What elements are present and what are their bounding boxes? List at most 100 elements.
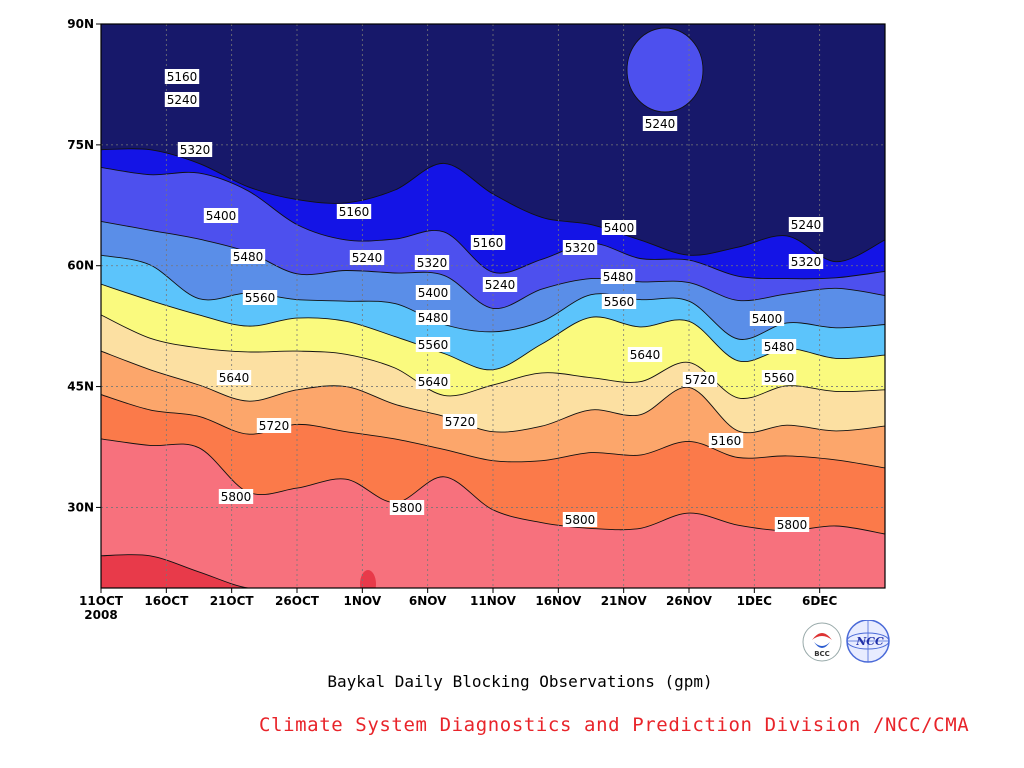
contour-label: 5240: [791, 218, 822, 232]
contour-label-bg: [415, 285, 451, 300]
contour-label: 5640: [418, 375, 449, 389]
contour-label-bg: [389, 500, 425, 515]
credit-line: Climate System Diagnostics and Predictio…: [259, 714, 970, 736]
contour-label: 5320: [791, 255, 822, 269]
contour-label: 5160: [473, 236, 504, 250]
contour-label-bg: [562, 512, 598, 527]
contour-label: 5800: [221, 490, 252, 504]
contour-label: 5240: [645, 117, 676, 131]
y-tick-label: 30N: [67, 500, 94, 514]
band-above-5880-pocket: [360, 570, 376, 588]
contour-label: 5800: [777, 518, 808, 532]
contour-label: 5160: [339, 205, 370, 219]
y-tick-label: 60N: [67, 259, 94, 273]
contour-label-bg: [562, 240, 598, 255]
contour-label-bg: [442, 414, 478, 429]
x-tick-label: 16NOV: [535, 594, 582, 608]
contour-label: 5160: [167, 70, 198, 84]
x-tick-label: 26OCT: [275, 594, 320, 608]
x-tick-label: 21OCT: [210, 594, 255, 608]
contour-label-bg: [600, 269, 636, 284]
contour-label-bg: [218, 489, 254, 504]
ncc-logo-text: NCC: [855, 635, 884, 648]
contour-label-bg: [761, 370, 797, 385]
y-tick-label: 45N: [67, 380, 94, 394]
x-tick-label: 16OCT: [144, 594, 189, 608]
contour-label-bg: [242, 290, 278, 305]
contour-label: 5560: [604, 295, 635, 309]
contour-label: 5800: [392, 501, 423, 515]
contour-label-bg: [749, 311, 785, 326]
contour-label-bg: [482, 277, 518, 292]
x-tick-label: 21NOV: [601, 594, 648, 608]
x-tick-label: 11OCT: [79, 594, 124, 608]
contour-label-bg: [164, 92, 200, 107]
x-tick-label: 1DEC: [737, 594, 773, 608]
contour-label-bg: [415, 374, 451, 389]
contour-label: 5320: [417, 256, 448, 270]
contour-label: 5720: [259, 419, 290, 433]
contour-label-bg: [414, 255, 450, 270]
contour-label: 5400: [604, 221, 635, 235]
contour-label-bg: [216, 370, 252, 385]
contour-label-bg: [415, 310, 451, 325]
contour-label: 5240: [485, 278, 516, 292]
contour-label-bg: [682, 372, 718, 387]
contour-line-5240-closed: [626, 27, 704, 113]
contour-label: 5400: [418, 286, 449, 300]
contour-label-bg: [203, 208, 239, 223]
y-tick-label: 75N: [67, 138, 94, 152]
x-tick-label: 6NOV: [409, 594, 447, 608]
contour-label: 5560: [764, 371, 795, 385]
x-tick-label: 1NOV: [344, 594, 382, 608]
contour-label: 5480: [418, 311, 449, 325]
band-above_5880: [101, 554, 885, 588]
contour-label: 5240: [167, 93, 198, 107]
contour-label-bg: [774, 517, 810, 532]
y-tick-label: 90N: [67, 17, 94, 31]
contour-label: 5560: [245, 291, 276, 305]
contour-label: 5480: [603, 270, 634, 284]
contour-label-bg: [230, 249, 266, 264]
contour-label-bg: [177, 142, 213, 157]
contour-label-bg: [256, 418, 292, 433]
x-tick-label: 11NOV: [470, 594, 517, 608]
contour-line-5240: [101, 166, 885, 280]
contour-label-bg: [761, 339, 797, 354]
contour-label: 5320: [180, 143, 211, 157]
contour-label: 5800: [565, 513, 596, 527]
contour-label: 5720: [445, 415, 476, 429]
bcc-logo: BCC: [802, 622, 842, 662]
contour-label-bg: [627, 347, 663, 362]
band-5240-5320-pocket: [627, 28, 703, 112]
contour-label-bg: [642, 116, 678, 131]
contour-label: 5320: [565, 241, 596, 255]
axis-ticks: 11OCT 16OCT 21OCT 26OCT 1NOV 6NOV 11NOV 16NOV 21…: [67, 17, 837, 622]
contour-label-bg: [349, 250, 385, 265]
contour-label-bg: [601, 220, 637, 235]
contour-line-5640: [101, 350, 885, 434]
contour-label: 5560: [418, 338, 449, 352]
logos: BCC NCC: [802, 620, 890, 663]
contour-label: 5400: [206, 209, 237, 223]
x-tick-label: 6DEC: [802, 594, 838, 608]
contour-line-5400: [101, 254, 885, 340]
x-year-label: 2008: [84, 608, 117, 622]
contour-label: 5720: [685, 373, 716, 387]
contour-label-bg: [601, 294, 637, 309]
bcc-logo-text: BCC: [814, 650, 830, 658]
contour-label: 5400: [752, 312, 783, 326]
contour-labels: 5160 5240 5320 5400 5480 5560 5640 5720 5800 5160…: [164, 69, 824, 532]
contour-label: 5160: [711, 434, 742, 448]
contour-line-5880: [101, 554, 885, 588]
contour-label-bg: [415, 337, 451, 352]
contour-label: 5640: [630, 348, 661, 362]
contour-label-bg: [788, 254, 824, 269]
ncc-logo: NCC: [846, 620, 890, 663]
contour-label: 5240: [352, 251, 383, 265]
x-tick-label: 26NOV: [666, 594, 713, 608]
contour-line-5320: [101, 220, 885, 309]
contour-label: 5480: [233, 250, 264, 264]
contour-label: 5480: [764, 340, 795, 354]
